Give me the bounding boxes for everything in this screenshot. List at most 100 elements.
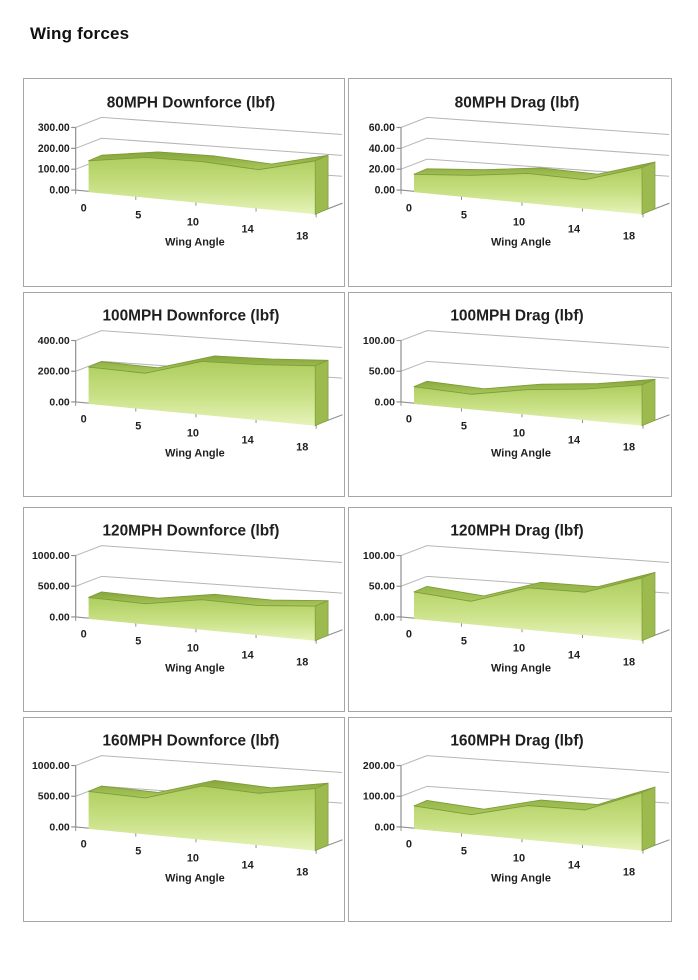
chart-canvas-80mph-drag-lbf: 0.00 20.00 40.00 60.00 0 5 10 14 18 Wing Angle 80M… [369, 94, 670, 249]
chart-160mph-downforce-lbf: 0.00 500.00 1000.00 0 5 10 14 18 Wing Angle 160MP… [23, 717, 345, 922]
y-tick-label: 300.00 [38, 122, 70, 134]
y-tick-label: 0.00 [49, 612, 70, 623]
x-axis-title: Wing Angle [165, 872, 225, 884]
y-tick-label: 0.00 [49, 397, 70, 408]
x-tick-label: 10 [187, 853, 199, 865]
x-tick-label: 5 [461, 209, 467, 221]
area-series-front [414, 792, 642, 851]
y-tick-label: 500.00 [38, 582, 70, 593]
x-tick-label: 5 [135, 846, 141, 858]
y-tick-label: 100.00 [38, 164, 70, 176]
y-gridline [75, 575, 343, 594]
y-tick-label: 40.00 [369, 143, 395, 155]
y-gridline [400, 785, 670, 804]
x-tick-label: 5 [135, 421, 141, 433]
chart-title: 100MPH Downforce (lbf) [102, 308, 279, 325]
y-gridline [400, 330, 670, 348]
y-gridline [75, 755, 343, 773]
y-tick-label: 200.00 [38, 367, 70, 378]
x-tick-label: 10 [187, 428, 199, 440]
area-series-front [88, 597, 316, 641]
x-tick-label: 10 [187, 643, 199, 655]
chart-title: 80MPH Drag (lbf) [455, 94, 580, 111]
y-tick-label: 1000.00 [32, 551, 70, 562]
y-tick-label: 50.00 [369, 367, 395, 378]
area-series-front [88, 157, 316, 215]
x-axis-title: Wing Angle [165, 662, 225, 674]
chart-160mph-drag-lbf: 0.00 100.00 200.00 0 5 10 14 18 Wing Angle 160MPH… [348, 717, 672, 922]
y-gridline [400, 137, 670, 156]
y-gridline [75, 116, 343, 136]
chart-canvas-80mph-downforce-lbf: 0.00 100.00 200.00 300.00 0 5 10 14 18 Wing Angle… [38, 94, 343, 249]
y-gridline [75, 330, 343, 348]
chart-title: 80MPH Downforce (lbf) [107, 94, 275, 111]
area-series-side [314, 782, 329, 852]
x-axis-title: Wing Angle [491, 237, 551, 249]
y-tick-label: 100.00 [363, 336, 395, 347]
x-tick-label: 14 [568, 435, 581, 447]
x-tick-label: 18 [296, 866, 308, 878]
area-series-side [641, 378, 656, 427]
y-gridline [400, 116, 670, 136]
x-tick-label: 5 [461, 846, 467, 858]
area-series-side [314, 359, 329, 427]
chart-title: 120MPH Downforce (lbf) [102, 523, 279, 540]
area-series-side [641, 786, 656, 852]
x-tick-label: 14 [242, 650, 254, 662]
x-tick-label: 14 [568, 223, 581, 235]
x-tick-label: 0 [81, 629, 87, 641]
y-gridline [400, 545, 670, 563]
chart-title: 120MPH Drag (lbf) [450, 523, 583, 540]
x-tick-label: 5 [135, 636, 141, 648]
y-tick-label: 1000.00 [32, 761, 70, 772]
chart-canvas-120mph-downforce-lbf: 0.00 500.00 1000.00 0 5 10 14 18 Wing Angle 120MP… [32, 523, 343, 674]
x-tick-label: 0 [406, 414, 412, 426]
chart-80mph-drag-lbf: 0.00 20.00 40.00 60.00 0 5 10 14 18 Wing Angle 80M… [348, 78, 672, 287]
x-tick-label: 5 [461, 421, 467, 433]
chart-canvas-100mph-downforce-lbf: 0.00 200.00 400.00 0 5 10 14 18 Wing Angle 100MPH… [38, 308, 343, 459]
y-tick-label: 60.00 [369, 122, 395, 134]
x-tick-label: 5 [135, 209, 141, 221]
x-tick-label: 10 [187, 216, 199, 228]
y-gridline [75, 137, 343, 156]
x-tick-label: 0 [406, 839, 412, 851]
x-tick-label: 18 [623, 656, 635, 668]
x-tick-label: 0 [81, 414, 87, 426]
area-series-side [641, 571, 656, 642]
y-gridline [400, 360, 670, 379]
x-tick-label: 14 [242, 223, 255, 235]
chart-100mph-downforce-lbf: 0.00 200.00 400.00 0 5 10 14 18 Wing Angle 100MPH… [23, 292, 345, 497]
y-gridline [75, 545, 343, 563]
y-gridline [400, 158, 670, 177]
y-tick-label: 0.00 [375, 397, 396, 408]
y-tick-label: 0.00 [375, 822, 396, 833]
chart-canvas-120mph-drag-lbf: 0.00 50.00 100.00 0 5 10 14 18 Wing Angle 120MPH … [363, 523, 670, 674]
area-series-side [641, 161, 656, 215]
y-tick-label: 100.00 [363, 792, 395, 803]
x-tick-label: 0 [81, 202, 87, 214]
chart-canvas-100mph-drag-lbf: 0.00 50.00 100.00 0 5 10 14 18 Wing Angle 100MPH … [363, 308, 670, 459]
x-tick-label: 5 [461, 636, 467, 648]
y-tick-label: 100.00 [363, 551, 395, 562]
y-tick-label: 400.00 [38, 336, 70, 347]
area-series-front [414, 384, 642, 426]
y-tick-label: 0.00 [375, 185, 396, 197]
x-tick-label: 14 [568, 860, 581, 872]
x-tick-label: 14 [242, 435, 254, 447]
area-series-side [314, 154, 329, 215]
x-tick-label: 14 [242, 860, 254, 872]
x-tick-label: 0 [406, 202, 412, 214]
y-tick-label: 50.00 [369, 582, 395, 593]
chart-120mph-drag-lbf: 0.00 50.00 100.00 0 5 10 14 18 Wing Angle 120MPH … [348, 507, 672, 712]
y-tick-label: 0.00 [49, 185, 69, 197]
chart-80mph-downforce-lbf: 0.00 100.00 200.00 300.00 0 5 10 14 18 Wing Angle… [23, 78, 345, 287]
area-series-front [88, 785, 316, 851]
x-tick-label: 18 [296, 230, 308, 242]
x-axis-title: Wing Angle [165, 447, 225, 459]
y-tick-label: 200.00 [363, 761, 395, 772]
chart-title: 100MPH Drag (lbf) [450, 308, 583, 325]
y-tick-label: 0.00 [375, 612, 396, 623]
x-tick-label: 0 [406, 629, 412, 641]
x-tick-label: 10 [513, 428, 525, 440]
